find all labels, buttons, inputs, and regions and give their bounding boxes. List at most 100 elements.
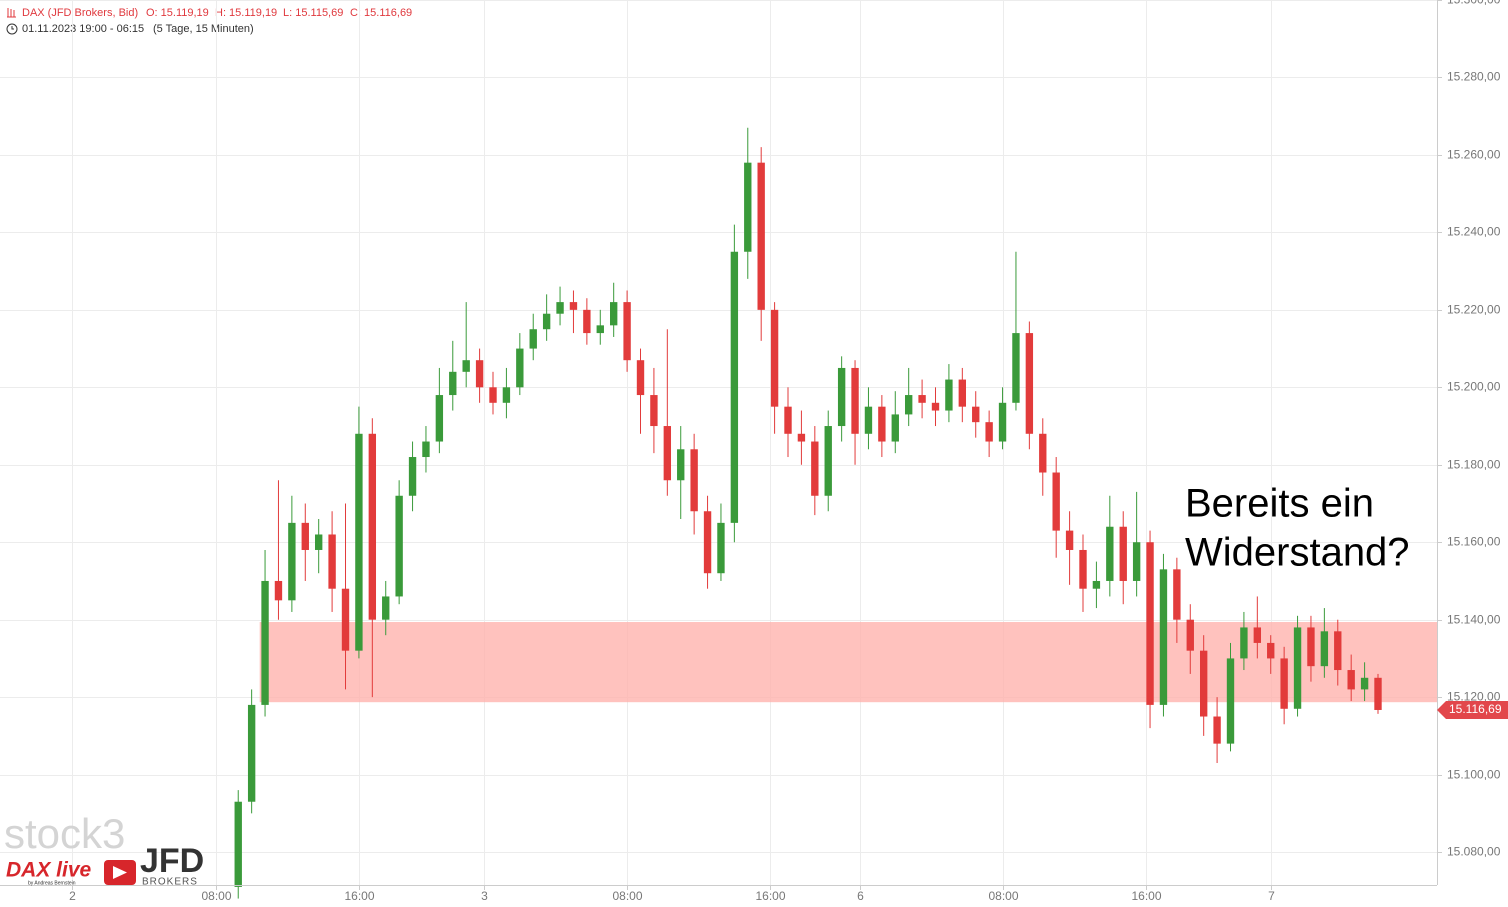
annotation: Bereits ein: [1185, 482, 1374, 526]
candle-body: [1334, 631, 1342, 671]
y-tick-label: 15.300,00: [1447, 0, 1501, 7]
x-tick-label: 08:00: [201, 889, 231, 903]
candle-body: [301, 522, 309, 550]
candle-body: [918, 395, 926, 403]
logo: stock3 DAX live by Andreas Bernstein JFD…: [4, 810, 204, 888]
candle-body: [998, 402, 1007, 442]
x-tick-label: 2: [69, 889, 76, 903]
candle-body: [274, 580, 283, 601]
candle-body: [717, 522, 725, 574]
grid: [0, 0, 1437, 885]
y-tick-label: 15.140,00: [1447, 613, 1501, 627]
candle-body: [556, 302, 564, 314]
x-tick-label: 16:00: [755, 889, 785, 903]
candle-body: [529, 329, 537, 349]
candle-body: [516, 348, 524, 388]
candle-body: [1092, 580, 1101, 589]
candle-body: [945, 379, 953, 411]
y-tick-label: 15.100,00: [1447, 768, 1501, 782]
y-tick-label: 15.120,00: [1447, 690, 1501, 704]
candle-body: [690, 449, 698, 512]
x-tick-label: 3: [481, 889, 488, 903]
last-price-tag: [1437, 700, 1508, 719]
x-tick-label: 08:00: [988, 889, 1018, 903]
y-tick-label: 15.160,00: [1447, 535, 1501, 549]
candle-body: [1173, 569, 1181, 620]
y-tick-label: 15.240,00: [1447, 225, 1501, 239]
candle-body: [837, 367, 846, 427]
candle-body: [811, 441, 819, 496]
candle-body: [1106, 526, 1114, 581]
candle-body: [609, 302, 618, 326]
candle-body: [677, 449, 685, 481]
candle-body: [663, 426, 672, 481]
candle-body: [542, 313, 551, 330]
candle-body: [1159, 569, 1168, 705]
candle-body: [1240, 627, 1248, 659]
candle-body: [382, 596, 390, 620]
candle-body: [797, 433, 806, 442]
candle-body: [449, 371, 457, 396]
candle-body: [864, 406, 873, 434]
y-tick-label: 15.260,00: [1447, 148, 1501, 162]
logo-jfd: JFD: [140, 842, 204, 880]
candle-body: [315, 534, 323, 550]
clock-icon: [6, 23, 18, 35]
candle-body: [1307, 627, 1315, 667]
last-price-label: 15.116,69: [1449, 702, 1502, 716]
ohlc-high: H: 15.119,19: [215, 7, 277, 19]
x-tick-label: 08:00: [612, 889, 642, 903]
candle-body: [757, 162, 765, 310]
candle-body: [851, 367, 859, 434]
logo-stock: stock3: [4, 810, 125, 857]
date-range: 01.11.2023 19:00 - 06:15: [22, 23, 144, 35]
candle-body: [824, 426, 832, 496]
candle-body: [636, 360, 645, 396]
candle-body: [247, 704, 256, 802]
candle-body: [1293, 627, 1302, 709]
candle-body: [1267, 642, 1275, 659]
candle-body: [583, 309, 591, 334]
candle-body: [328, 534, 336, 589]
logo-by: by Andreas Bernstein: [28, 880, 76, 886]
candle-body: [931, 402, 940, 411]
candle-body: [1253, 627, 1262, 643]
candle-body: [1280, 658, 1288, 709]
candle-body: [234, 801, 242, 887]
candle-body: [1065, 530, 1074, 550]
candle-body: [408, 457, 417, 496]
logo-dax: DAX live: [6, 859, 92, 882]
candle-body: [475, 360, 484, 388]
candle-body: [1213, 716, 1221, 744]
logo-brokers: BROKERS: [142, 877, 198, 888]
candle-body: [770, 309, 779, 407]
candle-body: [1226, 658, 1235, 744]
annotation: Widerstand?: [1185, 531, 1410, 575]
candle-body: [341, 588, 350, 651]
ohlc-open: O: 15.119,19: [146, 7, 209, 19]
period: (5 Tage, 15 Minuten): [153, 23, 254, 35]
candle-body: [878, 406, 886, 442]
candle-body: [623, 302, 631, 361]
x-tick-label: 16:00: [344, 889, 374, 903]
y-tick-label: 15.220,00: [1447, 303, 1501, 317]
candle-body: [904, 395, 913, 415]
candle-body: [1079, 549, 1087, 589]
candle-body: [489, 387, 497, 403]
candle-body: [1347, 670, 1355, 690]
x-tick-label: 16:00: [1131, 889, 1161, 903]
candle-body: [958, 379, 967, 407]
candle-body: [288, 522, 296, 601]
y-tick-label: 15.200,00: [1447, 380, 1501, 394]
candle-body: [462, 360, 470, 372]
candle-body: [703, 511, 712, 574]
candle-body: [1186, 619, 1194, 651]
candle-body: [1132, 542, 1141, 581]
candle-body: [972, 406, 980, 423]
candle-body: [395, 495, 403, 597]
candle-body: [1360, 677, 1369, 690]
candle-body: [1052, 472, 1060, 531]
candle-body: [650, 395, 658, 427]
x-tick-label: 6: [857, 889, 864, 903]
candles: [234, 127, 1382, 899]
